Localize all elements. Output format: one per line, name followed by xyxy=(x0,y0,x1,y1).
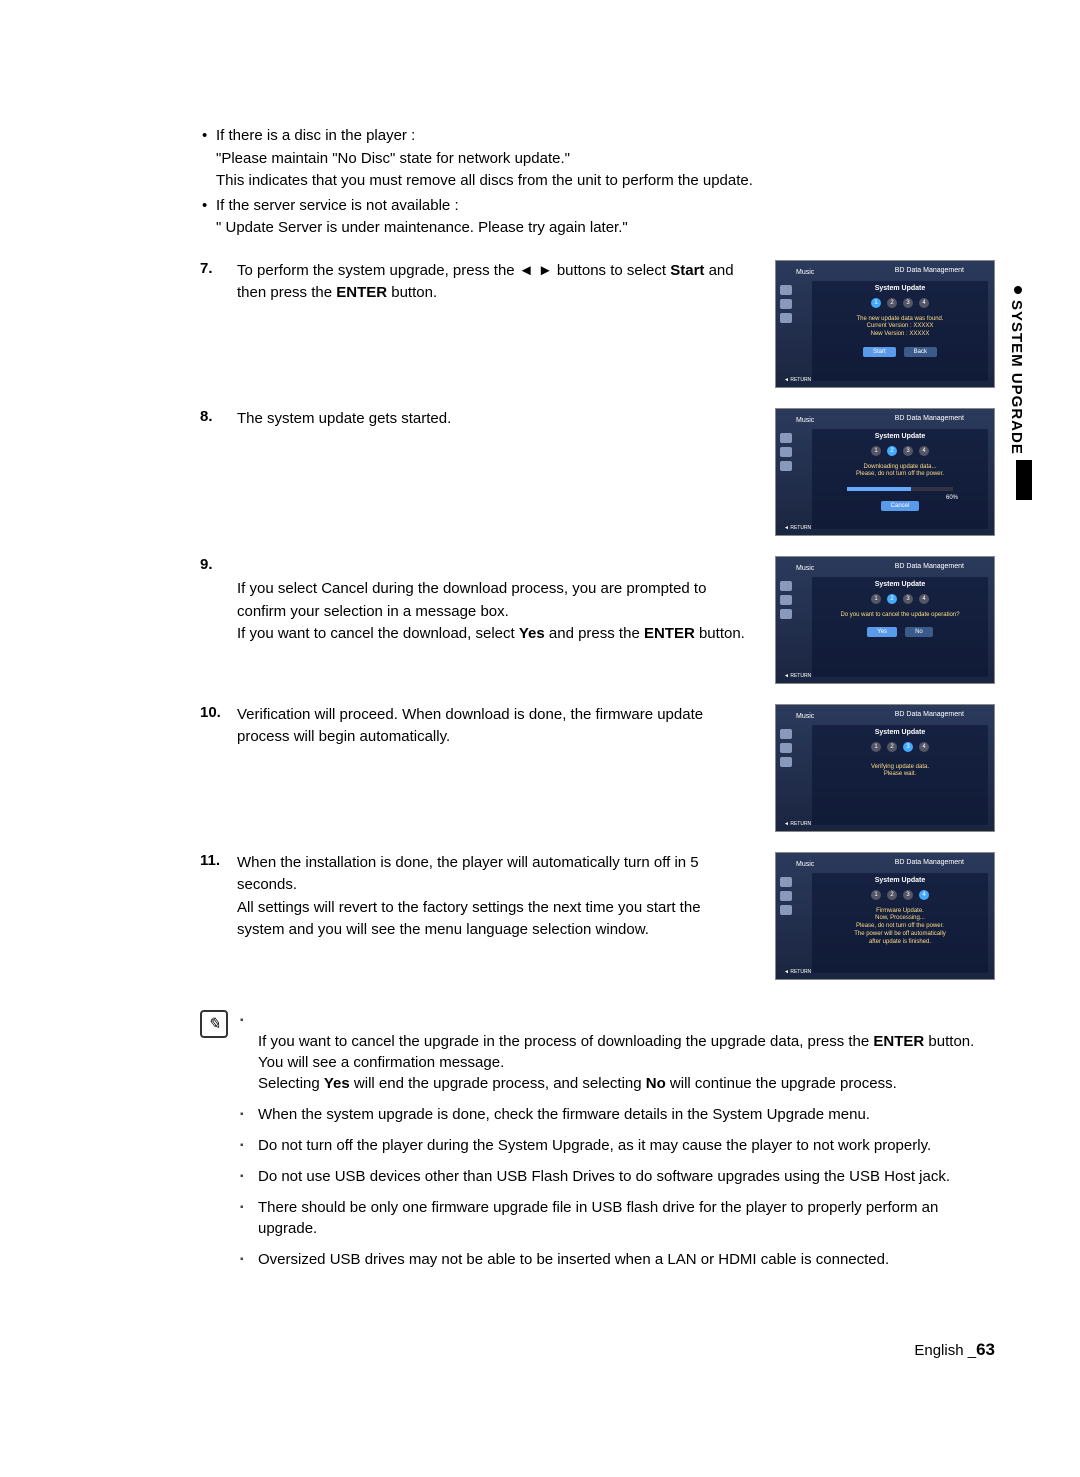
screenshot-11: BD Data Management Music System Update 1… xyxy=(775,852,995,980)
footer: English _63 xyxy=(200,1340,995,1360)
intro-b2-l1: " Update Server is under maintenance. Pl… xyxy=(216,217,995,240)
step-11: 11. When the installation is done, the p… xyxy=(200,852,995,980)
note-1: If you want to cancel the upgrade in the… xyxy=(240,1010,995,1094)
step-10-number: 10. xyxy=(200,704,222,832)
step-7-text: To perform the system upgrade, press the… xyxy=(237,260,760,388)
footer-lang: English xyxy=(914,1342,963,1359)
note-2: When the system upgrade is done, check t… xyxy=(240,1104,995,1125)
step-11-number: 11. xyxy=(200,852,222,980)
step-9-text: If you select Cancel during the download… xyxy=(237,556,760,684)
footer-page: 63 xyxy=(976,1340,995,1359)
note-5: There should be only one firmware upgrad… xyxy=(240,1197,995,1239)
step-8-number: 8. xyxy=(200,408,222,536)
step-10-text: Verification will proceed. When download… xyxy=(237,704,760,832)
note-4: Do not use USB devices other than USB Fl… xyxy=(240,1166,995,1187)
step-9-number: 9. xyxy=(200,556,222,684)
screenshot-10: BD Data Management Music System Update 1… xyxy=(775,704,995,832)
intro-b1-title: If there is a disc in the player : xyxy=(216,127,415,144)
step-7-number: 7. xyxy=(200,260,222,388)
notes-section: ✎ If you want to cancel the upgrade in t… xyxy=(200,1010,995,1280)
note-3: Do not turn off the player during the Sy… xyxy=(240,1135,995,1156)
intro-b2-title: If the server service is not available : xyxy=(216,197,459,214)
intro-bullets: If there is a disc in the player : "Plea… xyxy=(200,125,995,240)
step-11-text: When the installation is done, the playe… xyxy=(237,852,760,980)
intro-b1-l1: "Please maintain "No Disc" state for net… xyxy=(216,148,995,171)
step-10: 10. Verification will proceed. When down… xyxy=(200,704,995,832)
note-6: Oversized USB drives may not be able to … xyxy=(240,1249,995,1270)
intro-b1-l2: This indicates that you must remove all … xyxy=(216,170,995,193)
note-icon: ✎ xyxy=(200,1010,228,1038)
note-list: If you want to cancel the upgrade in the… xyxy=(240,1010,995,1280)
step-9: 9. If you select Cancel during the downl… xyxy=(200,556,995,684)
side-tab-marker xyxy=(1016,460,1032,500)
side-bullet xyxy=(1014,286,1022,294)
side-section-label: SYSTEM UPGRADE xyxy=(1008,300,1025,455)
screenshot-9: BD Data Management Music System Update 1… xyxy=(775,556,995,684)
step-8-text: The system update gets started. xyxy=(237,408,760,536)
step-8: 8. The system update gets started. BD Da… xyxy=(200,408,995,536)
screenshot-7: BD Data Management Music System Update 1… xyxy=(775,260,995,388)
screenshot-8: BD Data Management Music System Update 1… xyxy=(775,408,995,536)
step-7: 7. To perform the system upgrade, press … xyxy=(200,260,995,388)
